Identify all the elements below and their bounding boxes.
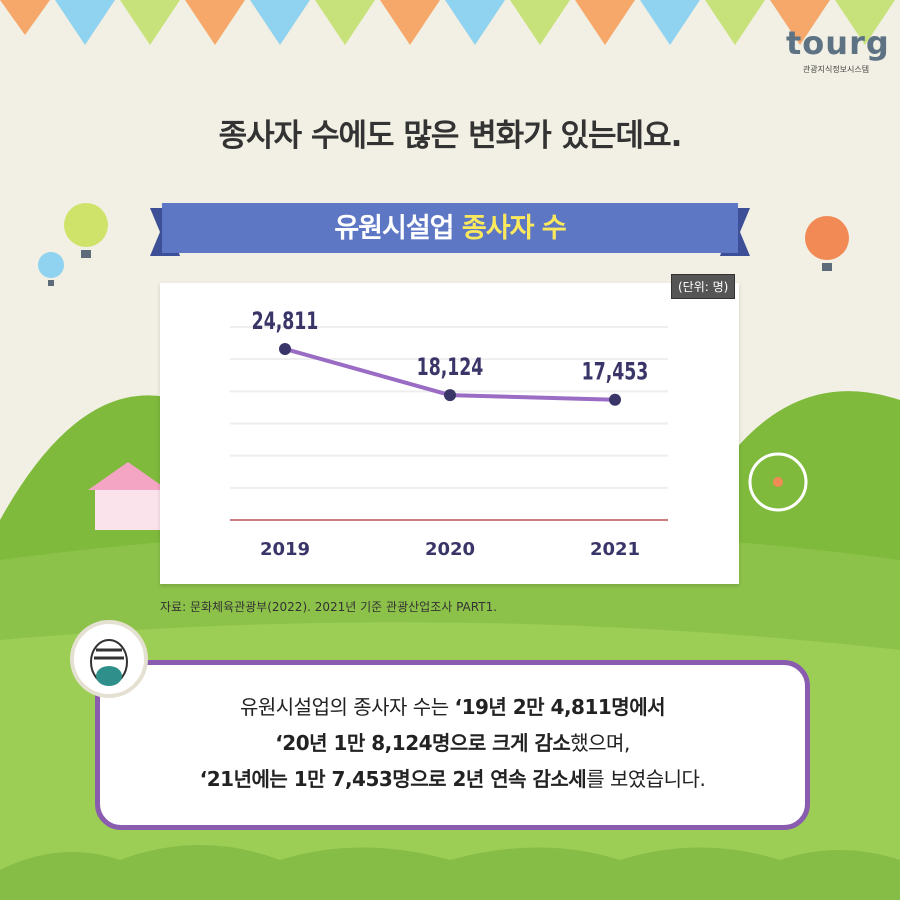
- x-tick-label: 2020: [425, 539, 475, 560]
- summary-bold: ‘20년 1만 8,124명으로 크게 감소: [275, 731, 571, 755]
- bunting: [0, 0, 895, 45]
- carousel: [88, 462, 168, 530]
- summary-bold: ‘19년 2만 4,811명에서: [454, 695, 666, 719]
- data-label: 17,453: [582, 359, 649, 387]
- chart-card: 24,811 2019 18,124 2020 17,453 2021: [160, 283, 739, 584]
- data-point: [279, 342, 291, 355]
- summary-bold: ‘21년에는 1만 7,453명으로 2년 연속 감소세: [199, 767, 587, 791]
- chart-title-part1: 유원시설업: [334, 213, 462, 244]
- data-label: 24,811: [252, 308, 319, 336]
- chart-title-highlight: 종사자 수: [461, 213, 567, 244]
- summary-text: 를 보였습니다.: [586, 767, 706, 791]
- x-tick-label: 2019: [260, 539, 310, 560]
- x-tick-label: 2021: [590, 539, 640, 560]
- summary-line-2: ‘20년 1만 8,124명으로 크게 감소했으며,: [100, 725, 805, 761]
- tourgo-logo: tourg 관광지식정보시스템: [786, 24, 890, 75]
- source-note: 자료: 문화체육관광부(2022). 2021년 기준 관광산업조사 PART1…: [160, 600, 498, 614]
- summary-box: 유원시설업의 종사자 수는 ‘19년 2만 4,811명에서 ‘20년 1만 8…: [95, 660, 810, 830]
- summary-text: 유원시설업의 종사자 수는: [239, 695, 455, 719]
- chart-title: 유원시설업 종사자 수: [160, 203, 740, 255]
- ferris-wheel: [748, 452, 808, 512]
- ribbon-shape: [150, 203, 750, 256]
- zebra-mascot-icon: [70, 620, 148, 698]
- unit-label: (단위: 명): [671, 274, 736, 299]
- summary-text: 했으며,: [570, 731, 630, 755]
- summary-line-3: ‘21년에는 1만 7,453명으로 2년 연속 감소세를 보였습니다.: [100, 761, 805, 797]
- logo-subtitle: 관광지식정보시스템: [802, 65, 870, 74]
- balloons: [38, 203, 849, 286]
- headline: 종사자 수에도 많은 변화가 있는데요.: [218, 118, 683, 154]
- logo-wordmark: tourg: [786, 24, 890, 62]
- summary-line-1: 유원시설업의 종사자 수는 ‘19년 2만 4,811명에서: [100, 689, 805, 725]
- data-label: 18,124: [417, 354, 484, 382]
- data-point: [609, 393, 621, 406]
- data-point: [444, 389, 456, 402]
- line-chart: 24,811 2019 18,124 2020 17,453 2021: [230, 308, 668, 560]
